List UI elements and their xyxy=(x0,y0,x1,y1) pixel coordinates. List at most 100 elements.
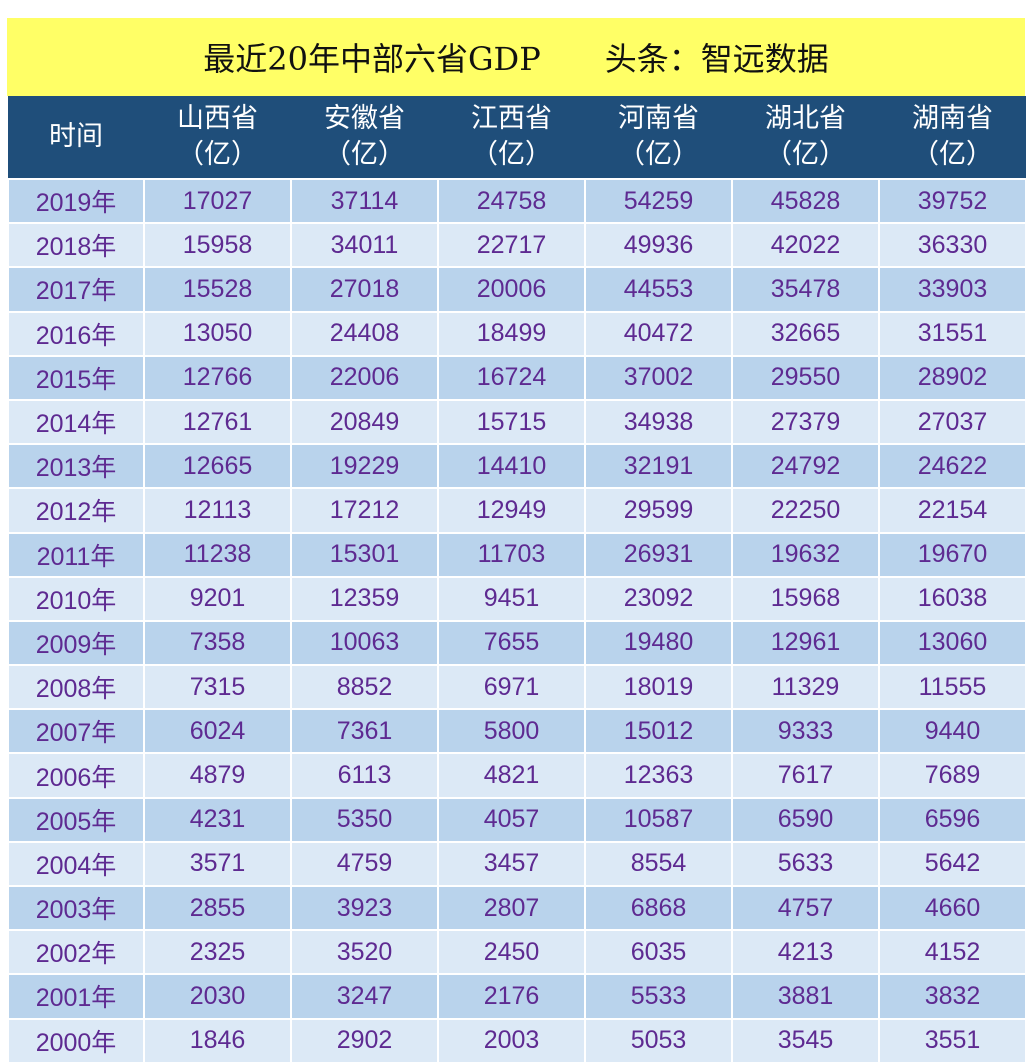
gdp-value-cell: 20006 xyxy=(437,266,586,313)
gdp-value-cell: 26931 xyxy=(584,531,733,578)
column-header-province: 安徽省 （亿） xyxy=(291,96,438,179)
gdp-value-cell: 6596 xyxy=(878,796,1027,843)
year-cell: 2009年 xyxy=(7,619,145,667)
gdp-value-cell: 5633 xyxy=(731,840,880,888)
gdp-value-cell: 7361 xyxy=(290,708,439,755)
column-header-name: 江西省 xyxy=(471,103,552,134)
gdp-value-cell: 23092 xyxy=(584,575,733,622)
table-row: 2015年 12766 22006 16724 37002 29550 28902 xyxy=(7,354,1027,401)
gdp-value-cell: 2807 xyxy=(437,884,586,932)
gdp-value-cell: 9440 xyxy=(878,708,1027,755)
gdp-value-cell: 32665 xyxy=(731,310,880,357)
column-header-name: 安徽省 xyxy=(324,103,405,134)
gdp-value-cell: 3571 xyxy=(143,840,292,888)
column-header-unit: （亿） xyxy=(324,139,405,170)
gdp-value-cell: 2003 xyxy=(437,1017,586,1064)
gdp-value-cell: 37002 xyxy=(584,354,733,401)
gdp-value-cell: 11329 xyxy=(731,664,880,711)
gdp-value-cell: 16724 xyxy=(437,354,586,401)
table-header: 时间 山西省 （亿） 安徽省 （亿） 江西省 （亿） 河南省 （亿） 湖北省 （亿） 湖南省 （亿） xyxy=(8,96,1026,179)
gdp-value-cell: 15968 xyxy=(731,575,880,622)
table-body: 2019年 17027 37114 24758 54259 45828 39752 2018年… xyxy=(7,177,1027,1064)
table-row: 2013年 12665 19229 14410 32191 24792 24622 xyxy=(7,443,1027,490)
gdp-value-cell: 28902 xyxy=(878,354,1027,401)
gdp-value-cell: 4660 xyxy=(878,884,1027,932)
gdp-value-cell: 54259 xyxy=(584,177,733,225)
column-header-name: 湖北省 xyxy=(765,103,846,134)
gdp-value-cell: 19480 xyxy=(584,619,733,667)
gdp-value-cell: 2325 xyxy=(143,929,292,976)
gdp-value-cell: 18019 xyxy=(584,664,733,711)
gdp-value-cell: 7655 xyxy=(437,619,586,667)
table-row: 2017年 15528 27018 20006 44553 35478 33903 xyxy=(7,266,1027,313)
gdp-value-cell: 12363 xyxy=(584,752,733,799)
table-row: 2004年 3571 4759 3457 8554 5633 5642 xyxy=(7,840,1027,888)
table-row: 2003年 2855 3923 2807 6868 4757 4660 xyxy=(7,884,1027,932)
gdp-value-cell: 2855 xyxy=(143,884,292,932)
gdp-value-cell: 15012 xyxy=(584,708,733,755)
gdp-value-cell: 3551 xyxy=(878,1017,1027,1064)
column-header-province: 河南省 （亿） xyxy=(585,96,732,179)
gdp-value-cell: 5642 xyxy=(878,840,1027,888)
gdp-value-cell: 10587 xyxy=(584,796,733,843)
gdp-value-cell: 33903 xyxy=(878,266,1027,313)
gdp-value-cell: 1846 xyxy=(143,1017,292,1064)
gdp-value-cell: 12949 xyxy=(437,487,586,534)
year-cell: 2005年 xyxy=(7,796,145,843)
gdp-value-cell: 4057 xyxy=(437,796,586,843)
gdp-value-cell: 17027 xyxy=(143,177,292,225)
gdp-value-cell: 19229 xyxy=(290,443,439,490)
gdp-value-cell: 4213 xyxy=(731,929,880,976)
column-header-name: 山西省 xyxy=(177,103,258,134)
table-row: 2014年 12761 20849 15715 34938 27379 27037 xyxy=(7,398,1027,446)
gdp-value-cell: 6035 xyxy=(584,929,733,976)
gdp-value-cell: 15958 xyxy=(143,222,292,269)
gdp-value-cell: 12761 xyxy=(143,398,292,446)
year-cell: 2010年 xyxy=(7,575,145,622)
gdp-value-cell: 5533 xyxy=(584,973,733,1020)
gdp-value-cell: 37114 xyxy=(290,177,439,225)
gdp-value-cell: 40472 xyxy=(584,310,733,357)
gdp-value-cell: 27379 xyxy=(731,398,880,446)
gdp-value-cell: 7358 xyxy=(143,619,292,667)
gdp-value-cell: 44553 xyxy=(584,266,733,313)
gdp-value-cell: 15301 xyxy=(290,531,439,578)
gdp-value-cell: 4152 xyxy=(878,929,1027,976)
year-cell: 2016年 xyxy=(7,310,145,357)
table-row: 2002年 2325 3520 2450 6035 4213 4152 xyxy=(7,929,1027,976)
gdp-value-cell: 29550 xyxy=(731,354,880,401)
column-header-province: 江西省 （亿） xyxy=(438,96,585,179)
column-header-unit: （亿） xyxy=(471,139,552,170)
gdp-value-cell: 13060 xyxy=(878,619,1027,667)
year-cell: 2001年 xyxy=(7,973,145,1020)
gdp-value-cell: 22154 xyxy=(878,487,1027,534)
table-row: 2007年 6024 7361 5800 15012 9333 9440 xyxy=(7,708,1027,755)
gdp-value-cell: 15528 xyxy=(143,266,292,313)
table-title: 最近20年中部六省GDP 头条：智远数据 xyxy=(7,18,1025,96)
gdp-value-cell: 3520 xyxy=(290,929,439,976)
gdp-value-cell: 36330 xyxy=(878,222,1027,269)
gdp-value-cell: 22250 xyxy=(731,487,880,534)
gdp-value-cell: 24758 xyxy=(437,177,586,225)
table-row: 2001年 2030 3247 2176 5533 3881 3832 xyxy=(7,973,1027,1020)
gdp-value-cell: 6971 xyxy=(437,664,586,711)
year-cell: 2018年 xyxy=(7,222,145,269)
table-row: 2000年 1846 2902 2003 5053 3545 3551 xyxy=(7,1017,1027,1064)
gdp-value-cell: 32191 xyxy=(584,443,733,490)
gdp-value-cell: 12113 xyxy=(143,487,292,534)
gdp-value-cell: 7689 xyxy=(878,752,1027,799)
gdp-value-cell: 10063 xyxy=(290,619,439,667)
gdp-value-cell: 31551 xyxy=(878,310,1027,357)
column-header-name: 河南省 xyxy=(618,103,699,134)
gdp-value-cell: 12665 xyxy=(143,443,292,490)
year-cell: 2007年 xyxy=(7,708,145,755)
table-row: 2016年 13050 24408 18499 40472 32665 31551 xyxy=(7,310,1027,357)
gdp-value-cell: 2902 xyxy=(290,1017,439,1064)
gdp-value-cell: 4759 xyxy=(290,840,439,888)
gdp-value-cell: 15715 xyxy=(437,398,586,446)
gdp-value-cell: 12766 xyxy=(143,354,292,401)
year-cell: 2003年 xyxy=(7,884,145,932)
gdp-value-cell: 2176 xyxy=(437,973,586,1020)
gdp-value-cell: 22006 xyxy=(290,354,439,401)
table-row: 2006年 4879 6113 4821 12363 7617 7689 xyxy=(7,752,1027,799)
